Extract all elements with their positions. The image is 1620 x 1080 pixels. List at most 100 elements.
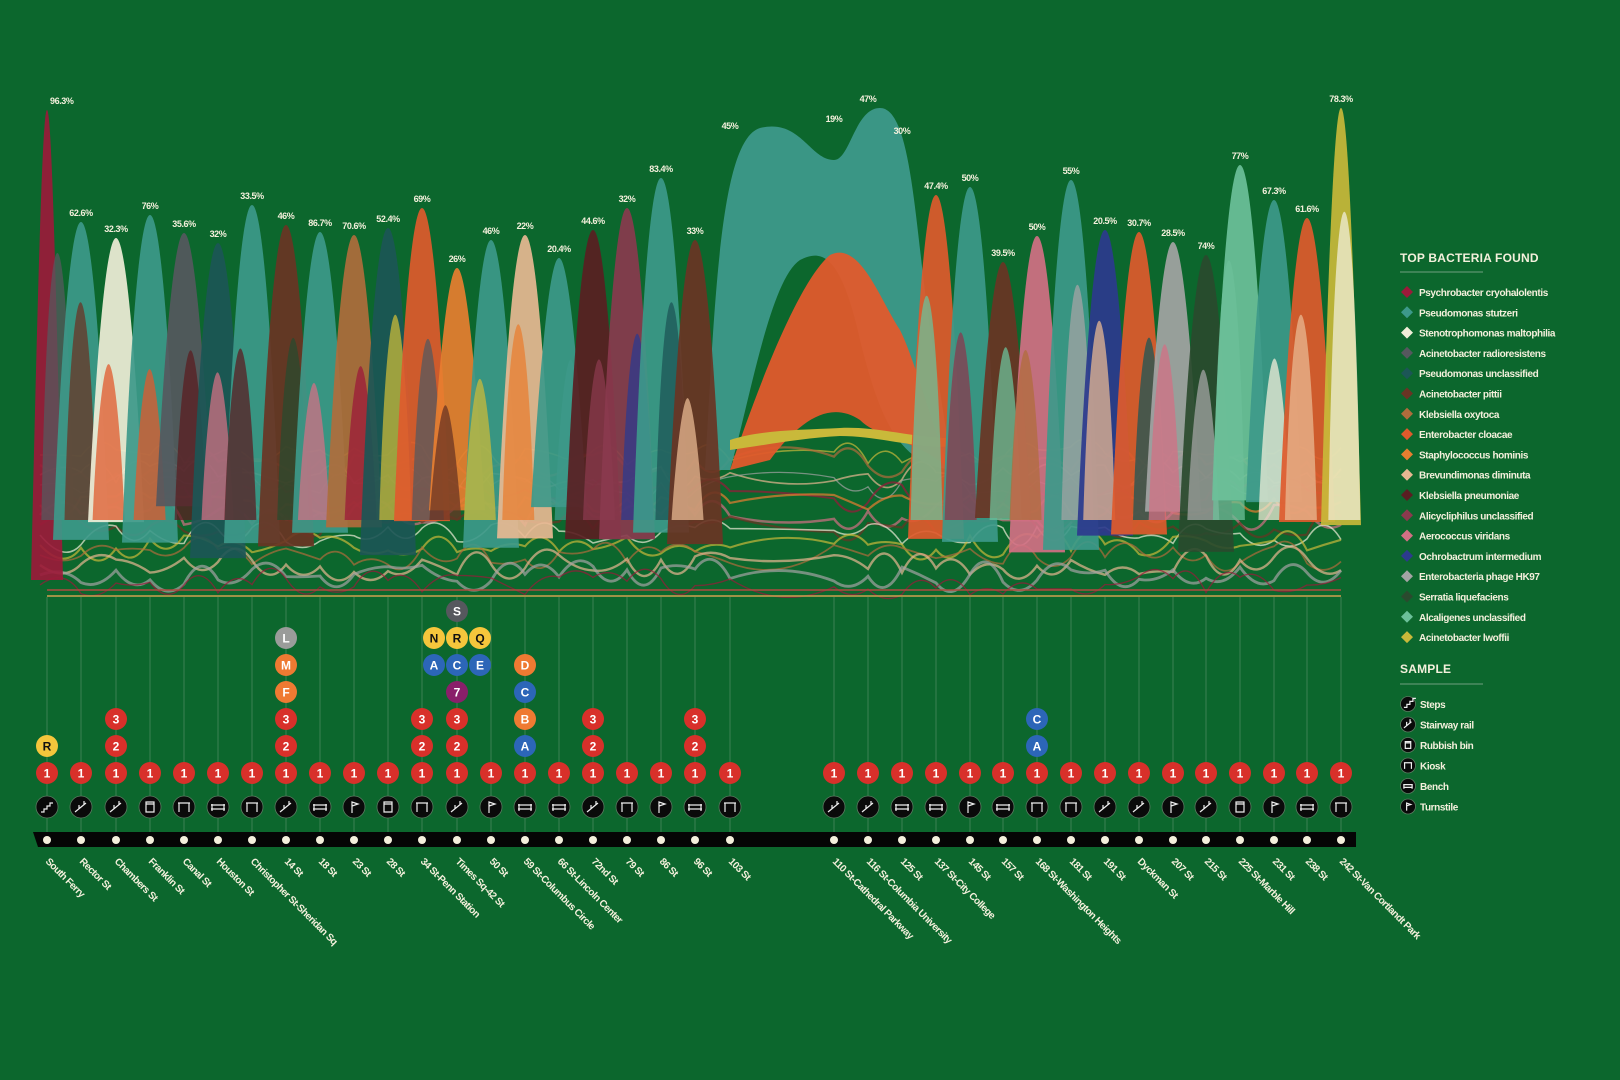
subway-bullet-circle [411,708,433,730]
subway-line-label: 1 [1102,767,1109,781]
station-dot [384,836,392,844]
legend-label: Alcaligenes unclassified [1419,613,1526,624]
subway-line-label: Q [475,632,484,646]
subway-bullet-3: 3 [582,708,604,730]
subway-bullet-circle [684,762,706,784]
secondary-bacteria-peak [944,332,977,520]
subway-line-label: 1 [351,767,358,781]
legend-swatch-diamond [1401,631,1413,644]
station-name: 34 St-Penn Station [418,856,482,920]
subway-line-label: 3 [454,713,461,727]
icon-glyph [1406,802,1413,811]
station-name: 231 St [1270,856,1297,883]
station-name: 207 St [1169,856,1196,883]
kiosk-icon [240,795,264,819]
subway-bullet-1: 1 [241,762,263,784]
subway-line-label: 1 [933,767,940,781]
station-dot [1337,836,1345,844]
top-bacteria-percent: 96.3% [50,96,74,106]
icon-glyph [996,804,1010,811]
icon-glyph [1031,802,1043,812]
station-dot [726,836,734,844]
subway-bullet-circle [446,627,468,649]
legend-label: Serratia liquefaciens [1419,593,1509,604]
icon-glyph [1335,802,1347,812]
icon-glyph [178,802,190,812]
top-bacteria-percent: 61.6% [1295,204,1319,214]
subway-bullet-circle [1026,735,1048,757]
top-bacteria-percent: 35.6% [172,219,196,229]
icon-circle [1228,795,1252,819]
turnstile-icon [958,795,982,819]
legend-label: Klebsiella pneumoniae [1419,491,1520,502]
subway-line-label: 1 [385,767,392,781]
enterobacter-cloacae-area [730,252,950,470]
subway-bullet-circle [1094,762,1116,784]
subway-line-label: A [521,740,530,754]
secondary-bacteria-peak [463,378,496,520]
station-dot [1033,836,1041,844]
subway-bullet-circle [1128,762,1150,784]
rail-icon [1194,795,1218,819]
station-dot [487,836,495,844]
top-bacteria-percent: 46% [483,226,500,236]
top-bacteria-percent: 52.4% [376,214,400,224]
station-name: 96 St [691,856,715,880]
subway-line-label: 1 [215,767,222,781]
subway-bullet-circle [548,762,570,784]
subway-bullet-A: A [423,654,445,676]
legend-label: Enterobacteria phage HK97 [1419,572,1540,583]
secondary-bacteria-peak [1212,260,1245,520]
subway-bullet-D: D [514,654,536,676]
subway-bullet-1: 1 [105,762,127,784]
icon-circle [890,795,914,819]
icon-glyph [586,801,599,813]
secondary-bacteria-peak [1328,211,1361,520]
secondary-bacteria-peak [64,302,97,520]
legend: TOP BACTERIA FOUND Psychrobacter cryohalo… [1400,251,1556,815]
legend-item: Enterobacteria phage HK97 [1401,570,1541,583]
station-dot [898,836,906,844]
icon-glyph [416,802,428,812]
top-bacteria-percent: 32.3% [104,224,128,234]
legend-label: Pseudomonas stutzeri [1419,308,1518,319]
icon-glyph [1404,740,1412,750]
sample-legend-item: Bench [1400,778,1449,794]
icon-glyph [351,801,360,813]
subway-bullet-1: 1 [1094,762,1116,784]
subway-line-label: 1 [283,767,290,781]
subway-line-label: 1 [78,767,85,781]
subway-bullet-circle [891,762,913,784]
subway-line-label: 1 [147,767,154,781]
bacteria-stream-line [39,536,1342,572]
legend-item: Staphylococcus hominis [1401,448,1529,461]
bin-icon [1228,795,1252,819]
subway-line-label: 1 [1271,767,1278,781]
subway-line-label: 1 [899,767,906,781]
subway-bullet-circle [275,762,297,784]
icon-circle [683,795,707,819]
subway-bullet-circle [105,708,127,730]
station-name: 145 St [966,856,993,883]
station-dot [999,836,1007,844]
top-bacteria-percent: 30% [894,126,911,136]
subway-bullet-circle [446,762,468,784]
icon-circle [513,795,537,819]
subway-bullet-C: C [446,654,468,676]
subway-bullet-circle [207,762,229,784]
subway-bullet-1: 1 [377,762,399,784]
sample-legend-item: Turnstile [1400,798,1459,815]
subway-line-label: D [521,659,530,673]
subway-bullet-circle [616,762,638,784]
legend-item: Stenotrophomonas maltophilia [1401,326,1556,340]
subway-bullet-1: 1 [411,762,433,784]
subway-line-label: 1 [44,767,51,781]
subway-bullet-R: R [446,627,468,649]
station-dot [1169,836,1177,844]
rail-icon [822,795,846,819]
rail-icon [856,795,880,819]
subway-line-label: 7 [454,686,461,700]
subway-bullet-circle [719,762,741,784]
icon-glyph [279,801,292,813]
subway-line-label: 1 [488,767,495,781]
